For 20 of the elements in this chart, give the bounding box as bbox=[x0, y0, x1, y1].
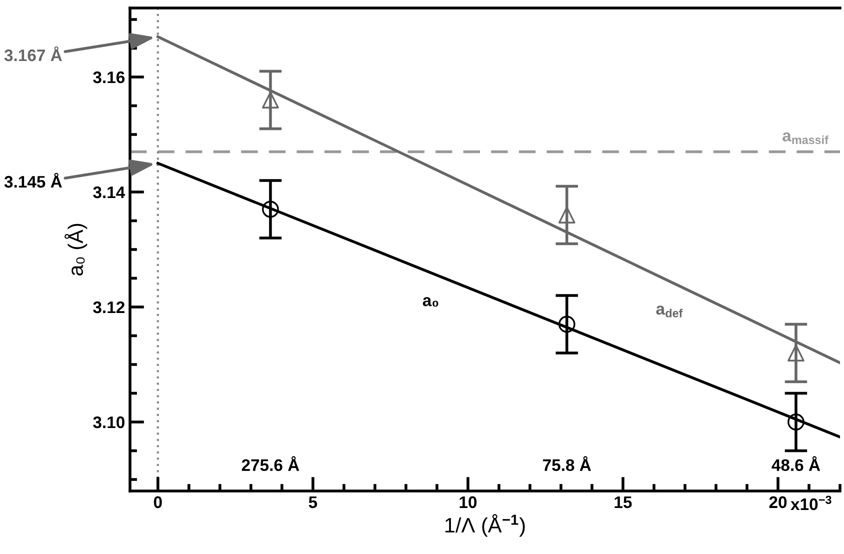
y-tick-label: 3.10 bbox=[93, 416, 124, 428]
annotation: 275.6 Å bbox=[242, 456, 300, 472]
x-tick-label: 15 bbox=[614, 496, 632, 508]
text: x10$^{−3}$ bbox=[790, 496, 832, 510]
y-tick-label: 3.16 bbox=[93, 71, 125, 84]
annotation: 48.6 Å bbox=[772, 456, 820, 472]
x-tick-label: 5 bbox=[308, 496, 318, 508]
annotation: 75.8 Å bbox=[543, 456, 591, 472]
x-tick-label: 10 bbox=[460, 496, 477, 508]
series-label: a₀ bbox=[422, 297, 438, 307]
x-tick-label: 0 bbox=[154, 496, 162, 508]
ref-line-label: a$_{massif}$ bbox=[782, 132, 828, 144]
x-tick-label: 20 bbox=[769, 496, 787, 508]
series-label: a$_{def}$ bbox=[656, 306, 683, 318]
y-axis-title: a₀ (Å) bbox=[64, 224, 88, 276]
y-tick-label: 3.14 bbox=[93, 186, 126, 198]
x-axis-title: 1/Λ (Å$^{−1}$) bbox=[445, 514, 525, 537]
y-tick-label: 3.12 bbox=[93, 301, 124, 314]
annotation: 3.167 Å bbox=[4, 46, 62, 62]
annotation: 3.145 Å bbox=[4, 172, 62, 188]
